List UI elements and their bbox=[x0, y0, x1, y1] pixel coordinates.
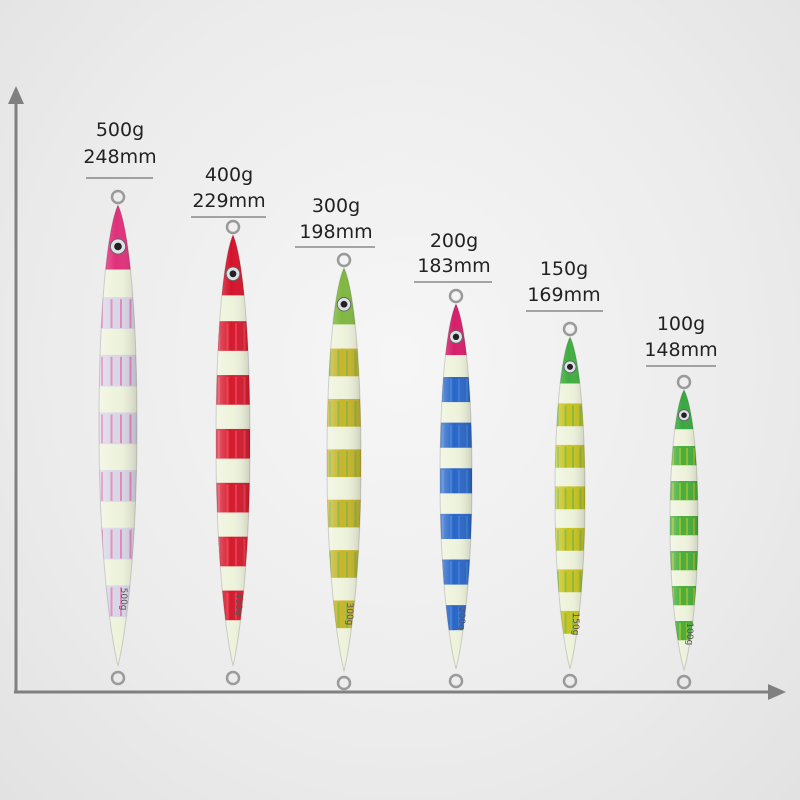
weight-label: 400g bbox=[205, 164, 253, 186]
vertical-axis-arrow-icon bbox=[8, 86, 24, 104]
lure-pupil bbox=[567, 363, 573, 370]
weight-label: 200g bbox=[430, 230, 478, 252]
top-ring-icon bbox=[225, 219, 241, 235]
lure-pupil bbox=[681, 412, 687, 419]
lure-3: 300g 198mm 300g bbox=[295, 195, 375, 691]
lure-pupil bbox=[229, 270, 237, 278]
length-label: 148mm bbox=[644, 339, 717, 361]
lure-1: 500g 248mm 500g bbox=[83, 119, 157, 686]
lure-5: 150g 169mm 150g bbox=[526, 258, 603, 689]
length-label: 169mm bbox=[527, 284, 600, 306]
length-label: 248mm bbox=[83, 146, 156, 168]
weight-stamp: 100g bbox=[684, 622, 694, 645]
length-label: 198mm bbox=[299, 221, 372, 243]
weight-stamp: 300g bbox=[344, 602, 354, 625]
weight-stamp: 400g bbox=[233, 593, 243, 616]
bottom-ring-icon bbox=[225, 670, 241, 686]
length-label: 183mm bbox=[417, 255, 490, 277]
top-ring-icon bbox=[562, 321, 578, 337]
weight-label: 100g bbox=[657, 313, 705, 335]
length-label: 229mm bbox=[192, 190, 265, 212]
bottom-ring-icon bbox=[110, 670, 126, 686]
lure-pupil bbox=[340, 300, 348, 308]
lure-4: 200g 183mm 200g bbox=[414, 230, 492, 689]
top-ring-icon bbox=[448, 288, 464, 304]
lure-body bbox=[99, 205, 137, 666]
horizontal-axis-arrow-icon bbox=[768, 684, 786, 700]
weight-label: 500g bbox=[96, 119, 144, 141]
bottom-ring-icon bbox=[448, 673, 464, 689]
lure-pupil bbox=[114, 242, 122, 251]
weight-stamp: 150g bbox=[570, 613, 580, 636]
weight-label: 300g bbox=[312, 195, 360, 217]
bottom-ring-icon bbox=[562, 673, 578, 689]
top-ring-icon bbox=[336, 252, 352, 268]
lure-2: 400g 229mm 400g bbox=[191, 164, 266, 686]
top-ring-icon bbox=[676, 374, 692, 390]
top-ring-icon bbox=[110, 189, 126, 205]
weight-stamp: 500g bbox=[118, 588, 128, 611]
lure-body bbox=[216, 235, 250, 666]
lure-body bbox=[555, 337, 585, 669]
lure-body bbox=[327, 268, 361, 671]
weight-label: 150g bbox=[540, 258, 588, 280]
lure-body bbox=[670, 390, 698, 670]
bottom-ring-icon bbox=[336, 675, 352, 691]
lure-pupil bbox=[452, 333, 460, 341]
bottom-ring-icon bbox=[676, 674, 692, 690]
lure-6: 100g 148mm 100g bbox=[644, 313, 718, 690]
weight-stamp: 200g bbox=[456, 607, 466, 630]
lure-body bbox=[440, 304, 472, 669]
